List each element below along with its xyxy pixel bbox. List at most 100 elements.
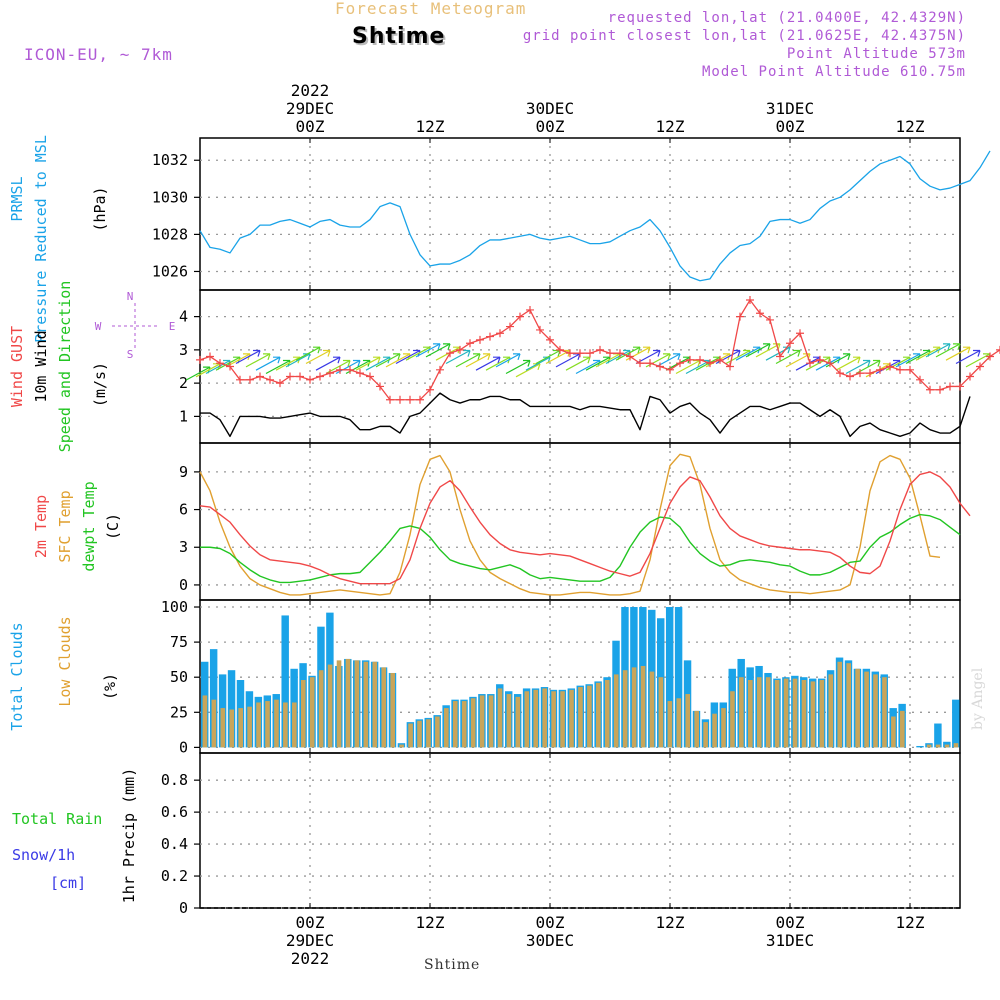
ytick-label: 1028: [152, 225, 188, 243]
requested-coords: requested lon,lat (21.0400E, 42.4329N): [607, 10, 966, 26]
low-cloud-bar: [864, 671, 869, 748]
wind-gust-marker: [916, 375, 924, 384]
total-cloud-bar: [281, 615, 289, 748]
low-cloud-bar: [327, 664, 333, 748]
wind-gust-marker: [506, 322, 514, 331]
wind-arrow-head: [353, 359, 361, 367]
wind-arrow: [495, 353, 521, 368]
wind-arrow-head: [583, 356, 591, 364]
wind-arrow: [535, 349, 561, 365]
wind-gust-marker: [736, 312, 744, 321]
total-cloud-bar: [227, 670, 236, 748]
ytick-label: 0: [179, 738, 188, 756]
wind-gust-marker: [516, 312, 524, 321]
wind-gust-marker: [606, 349, 614, 358]
page-title: Shtime: [352, 24, 446, 49]
top-time-label: 00Z: [536, 117, 565, 136]
wind-arrow: [445, 349, 471, 365]
wind-arrow: [835, 356, 861, 371]
low-cloud-bar: [390, 672, 395, 748]
low-cloud-bar: [444, 708, 449, 748]
top-time-label: 29DEC: [286, 99, 334, 118]
bottom-time-label: 00Z: [296, 913, 325, 932]
ytick-label: 9: [179, 463, 188, 481]
wind-gust-marker: [676, 359, 684, 368]
wind-gust-marker: [206, 352, 214, 361]
ylabel-pressure: Pressure Reduced to MSL: [32, 135, 50, 343]
low-cloud-bar: [560, 691, 565, 748]
wind-gust-marker: [956, 382, 964, 391]
ytick-label: 1: [179, 407, 188, 425]
wind-gust-marker: [256, 372, 264, 381]
wind-arrow: [305, 349, 331, 365]
wind-gust-marker: [866, 369, 874, 378]
wind-arrow-head: [943, 343, 951, 351]
wind-gust-marker: [496, 329, 504, 338]
wind-arrow: [955, 349, 981, 365]
wind-arrow: [205, 359, 231, 375]
low-cloud-bar: [596, 682, 601, 748]
low-cloud-bar: [551, 691, 556, 748]
low-cloud-bar: [479, 695, 485, 748]
temp-2m-line: [199, 471, 971, 585]
wind-arrow-head: [393, 353, 401, 361]
wind-arrow-head: [343, 359, 351, 367]
wind-gust-marker: [226, 362, 234, 371]
wind-gust-marker: [216, 359, 224, 368]
wind-arrow: [505, 359, 531, 375]
low-cloud-bar: [587, 685, 592, 748]
wind-gust-marker: [386, 395, 394, 404]
low-cloud-bar: [408, 723, 413, 748]
wind-arrow: [405, 346, 431, 361]
wind-arrow: [785, 353, 811, 368]
wind-arrow-head: [523, 359, 531, 367]
wind-arrow: [805, 356, 831, 371]
wind-arrow-head: [663, 353, 671, 361]
ytick-label: 1032: [152, 151, 188, 169]
wind-gust-marker: [346, 365, 354, 374]
wind-gust-marker: [416, 395, 424, 404]
wind-gust-marker: [546, 335, 554, 344]
wind-arrow-head: [863, 359, 871, 367]
wind-arrow: [725, 349, 751, 365]
wind-arrow: [585, 356, 611, 371]
ytick-label: 25: [170, 703, 188, 721]
total-cloud-bar: [934, 723, 942, 748]
wind-arrow-head: [273, 356, 281, 364]
wind-gust-marker: [446, 349, 454, 358]
total-cloud-bar: [952, 699, 960, 748]
wind-gust-marker: [556, 345, 564, 354]
low-cloud-bar: [935, 744, 941, 748]
low-cloud-bar: [622, 670, 628, 748]
low-cloud-bar: [801, 680, 807, 748]
ytick-label: 1030: [152, 188, 188, 206]
low-cloud-bar: [318, 670, 324, 748]
low-cloud-bar: [819, 680, 825, 748]
sfc-temp-line: [199, 453, 941, 596]
low-cloud-bar: [211, 699, 217, 748]
wind-gust-marker: [196, 355, 204, 364]
wind-arrow: [185, 366, 211, 381]
ytick-label: 0: [179, 576, 188, 594]
wind-gust-marker: [836, 369, 844, 378]
low-cloud-bar: [283, 702, 288, 748]
low-cloud-bar: [631, 667, 637, 748]
wind-arrow: [355, 356, 381, 371]
wind-arrow: [845, 359, 871, 375]
top-time-label: 31DEC: [766, 99, 814, 118]
wind-arrow-head: [633, 346, 641, 354]
wind-arrow-head: [463, 349, 471, 357]
low-cloud-bar: [837, 661, 843, 748]
wind-gust-marker: [666, 365, 674, 374]
total-cloud-bar: [209, 649, 218, 748]
top-time-label: 12Z: [416, 117, 445, 136]
ytick-label: 2: [179, 374, 188, 392]
top-time-label: 00Z: [776, 117, 805, 136]
wind-gust-marker: [756, 309, 764, 318]
wind-gust-marker: [636, 359, 644, 368]
wind-arrow: [465, 353, 491, 368]
wind-gust-marker: [486, 332, 494, 341]
wind-gust-marker: [356, 369, 364, 378]
wind-gust-marker: [376, 382, 384, 391]
